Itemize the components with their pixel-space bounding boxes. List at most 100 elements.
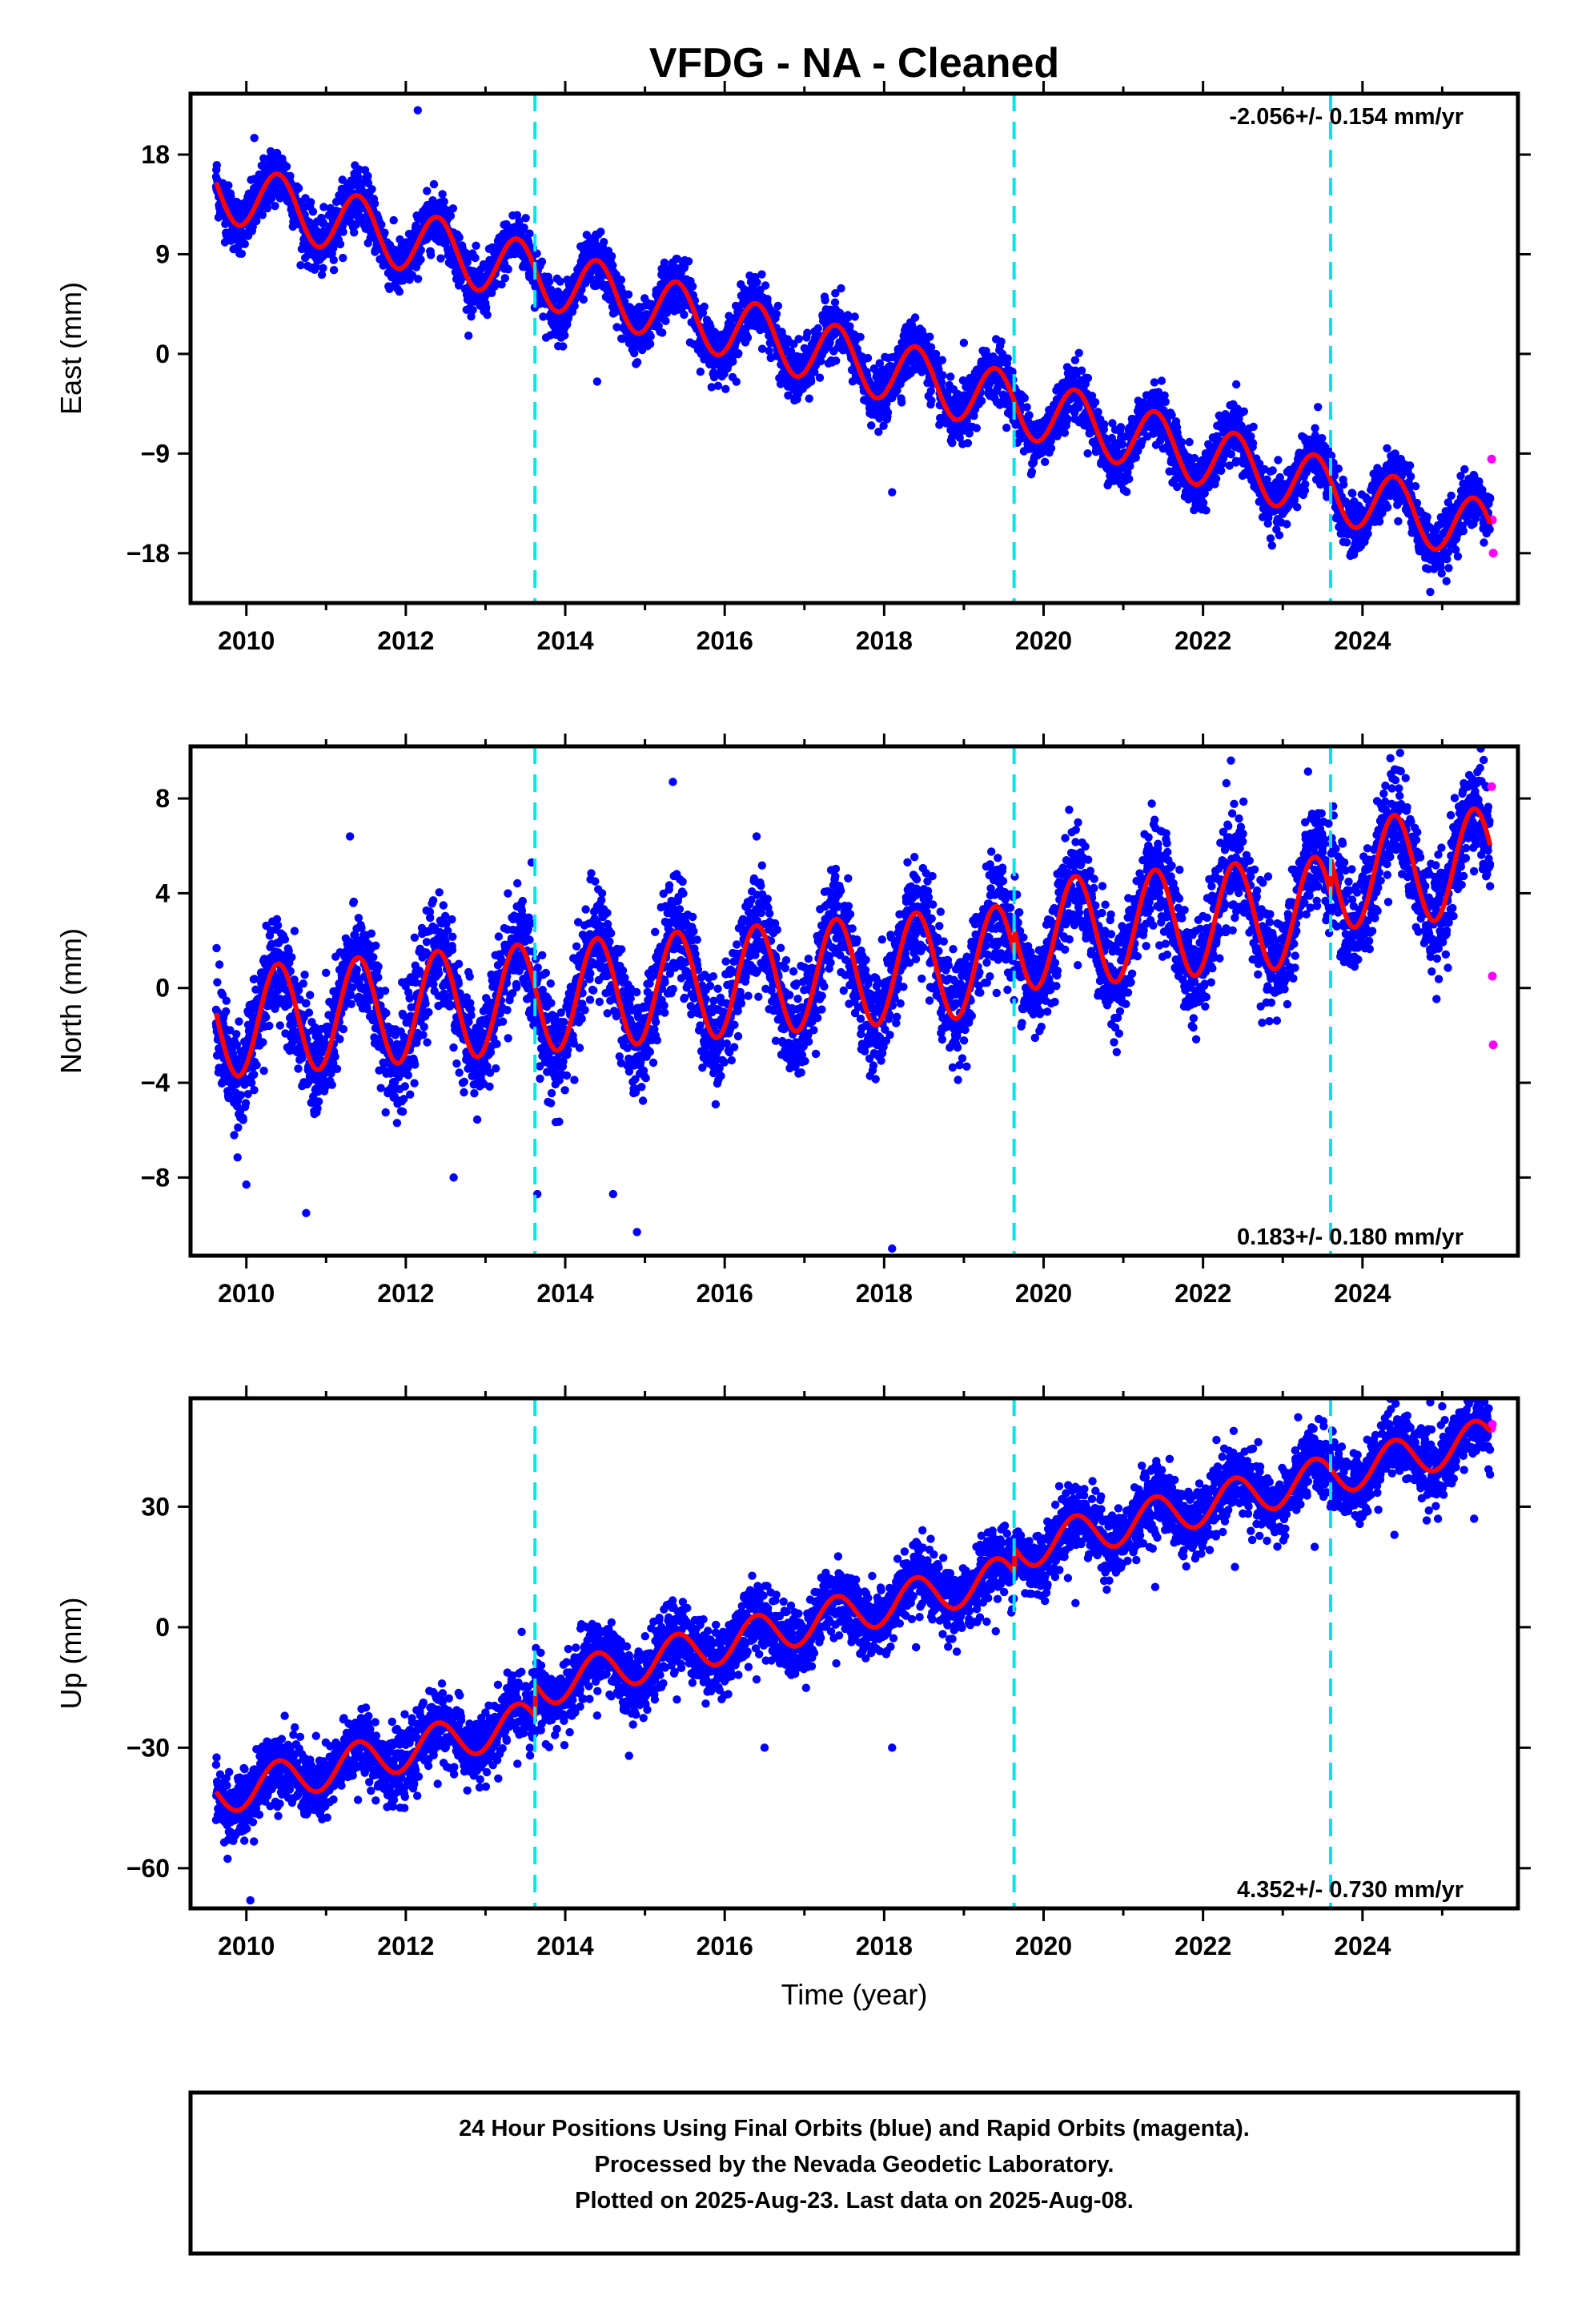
panel-east: 2010 2012 2014 2016 2018 2020 2022 20241890−9−1…	[54, 81, 1531, 655]
final-orbit-point	[488, 288, 496, 297]
final-orbit-point	[319, 218, 327, 227]
final-orbit-point	[455, 233, 464, 242]
final-orbit-point	[1268, 466, 1277, 475]
final-orbit-point	[1125, 474, 1134, 484]
final-orbit-point	[946, 372, 955, 381]
final-orbit-point	[258, 211, 267, 219]
final-orbit-point	[1199, 498, 1208, 508]
final-orbit-point	[497, 280, 506, 289]
final-orbit-point	[1406, 472, 1415, 481]
final-orbit-point	[521, 214, 530, 223]
final-orbit-point	[1394, 517, 1403, 526]
final-orbit-point	[464, 332, 473, 340]
final-orbit-point	[1363, 529, 1372, 538]
final-orbit-point	[286, 171, 295, 180]
final-orbit-point	[761, 281, 770, 290]
final-orbit-point	[1090, 398, 1100, 407]
final-orbit-point	[240, 239, 249, 248]
final-orbit-point	[335, 239, 345, 249]
final-orbit-point	[1074, 348, 1083, 357]
final-orbit-point	[504, 265, 512, 274]
final-orbit-point	[607, 251, 616, 261]
final-orbit-point	[772, 309, 781, 319]
final-orbit-point	[587, 275, 596, 284]
final-orbit-point	[1185, 437, 1194, 447]
final-orbit-point	[1070, 356, 1080, 364]
final-orbit-point	[837, 283, 845, 293]
final-orbit-point	[1293, 503, 1302, 512]
final-orbit-point	[1041, 457, 1050, 466]
final-orbit-point	[938, 356, 947, 364]
final-orbit-point	[1118, 440, 1127, 448]
final-orbit-point	[1411, 482, 1420, 491]
final-orbit-point	[440, 197, 448, 206]
final-orbit-point	[446, 211, 456, 220]
final-orbit-point	[1025, 411, 1034, 420]
final-orbit-point	[632, 358, 642, 367]
final-orbit-point	[926, 387, 936, 396]
final-orbit-point	[363, 171, 372, 180]
final-orbit-point	[339, 253, 347, 263]
final-orbit-point	[385, 284, 394, 293]
final-orbit-point	[396, 235, 404, 244]
final-orbit-point	[436, 254, 445, 263]
final-orbit-point	[1314, 403, 1323, 412]
final-orbit-point	[1027, 467, 1037, 476]
final-orbit-point	[1318, 434, 1327, 443]
final-orbit-point	[616, 275, 626, 284]
final-orbit-point	[537, 257, 547, 266]
final-orbit-point	[856, 332, 865, 341]
final-orbit-point	[803, 328, 812, 337]
final-orbit-point	[1202, 506, 1211, 515]
final-orbit-point	[927, 396, 936, 405]
final-orbit-point	[1301, 480, 1310, 489]
final-orbit-point	[700, 302, 709, 312]
plot-area	[211, 106, 1498, 597]
final-orbit-point	[1002, 424, 1011, 432]
final-orbit-point	[805, 394, 813, 403]
final-orbit-point	[1383, 503, 1392, 512]
final-orbit-point	[608, 261, 617, 270]
final-orbit-point	[389, 215, 398, 225]
final-orbit-point	[520, 223, 528, 232]
final-orbit-point	[467, 312, 476, 321]
final-orbit-point	[721, 384, 730, 393]
final-orbit-point	[743, 333, 753, 342]
final-orbit-point	[1122, 488, 1131, 497]
final-orbit-point	[910, 313, 920, 322]
final-orbit-point	[1227, 450, 1236, 459]
final-orbit-point	[363, 179, 373, 187]
final-orbit-point	[753, 278, 761, 287]
final-orbit-point	[806, 377, 816, 386]
final-orbit-point	[266, 147, 275, 156]
final-orbit-point	[815, 373, 825, 382]
final-orbit-point	[977, 396, 986, 405]
final-orbit-point	[645, 340, 655, 348]
final-orbit-point	[282, 162, 291, 171]
final-orbit-point	[897, 398, 906, 407]
final-orbit-point	[1020, 393, 1030, 403]
final-orbit-point	[438, 190, 447, 199]
final-orbit-point	[319, 203, 328, 211]
final-orbit-point	[926, 332, 934, 341]
final-orbit-point	[1099, 420, 1109, 429]
final-orbit-point	[850, 312, 859, 321]
final-orbit-point	[948, 438, 957, 448]
final-orbit-point	[863, 353, 873, 363]
final-orbit-point	[346, 211, 355, 220]
final-orbit-point	[1375, 517, 1384, 526]
final-orbit-point	[579, 295, 588, 304]
final-orbit-point	[377, 220, 386, 229]
final-orbit-point	[273, 149, 282, 158]
final-orbit-point	[500, 274, 509, 283]
final-orbit-point	[1249, 422, 1258, 432]
final-orbit-point	[1348, 489, 1357, 498]
final-orbit-point	[1239, 407, 1249, 416]
final-orbit-point	[482, 303, 491, 312]
final-orbit-point	[1339, 480, 1348, 489]
final-orbit-point	[370, 199, 379, 208]
final-orbit-point	[1334, 464, 1343, 473]
final-orbit-point	[259, 154, 268, 163]
final-orbit-point	[380, 228, 389, 237]
final-orbit-point	[1063, 414, 1072, 424]
